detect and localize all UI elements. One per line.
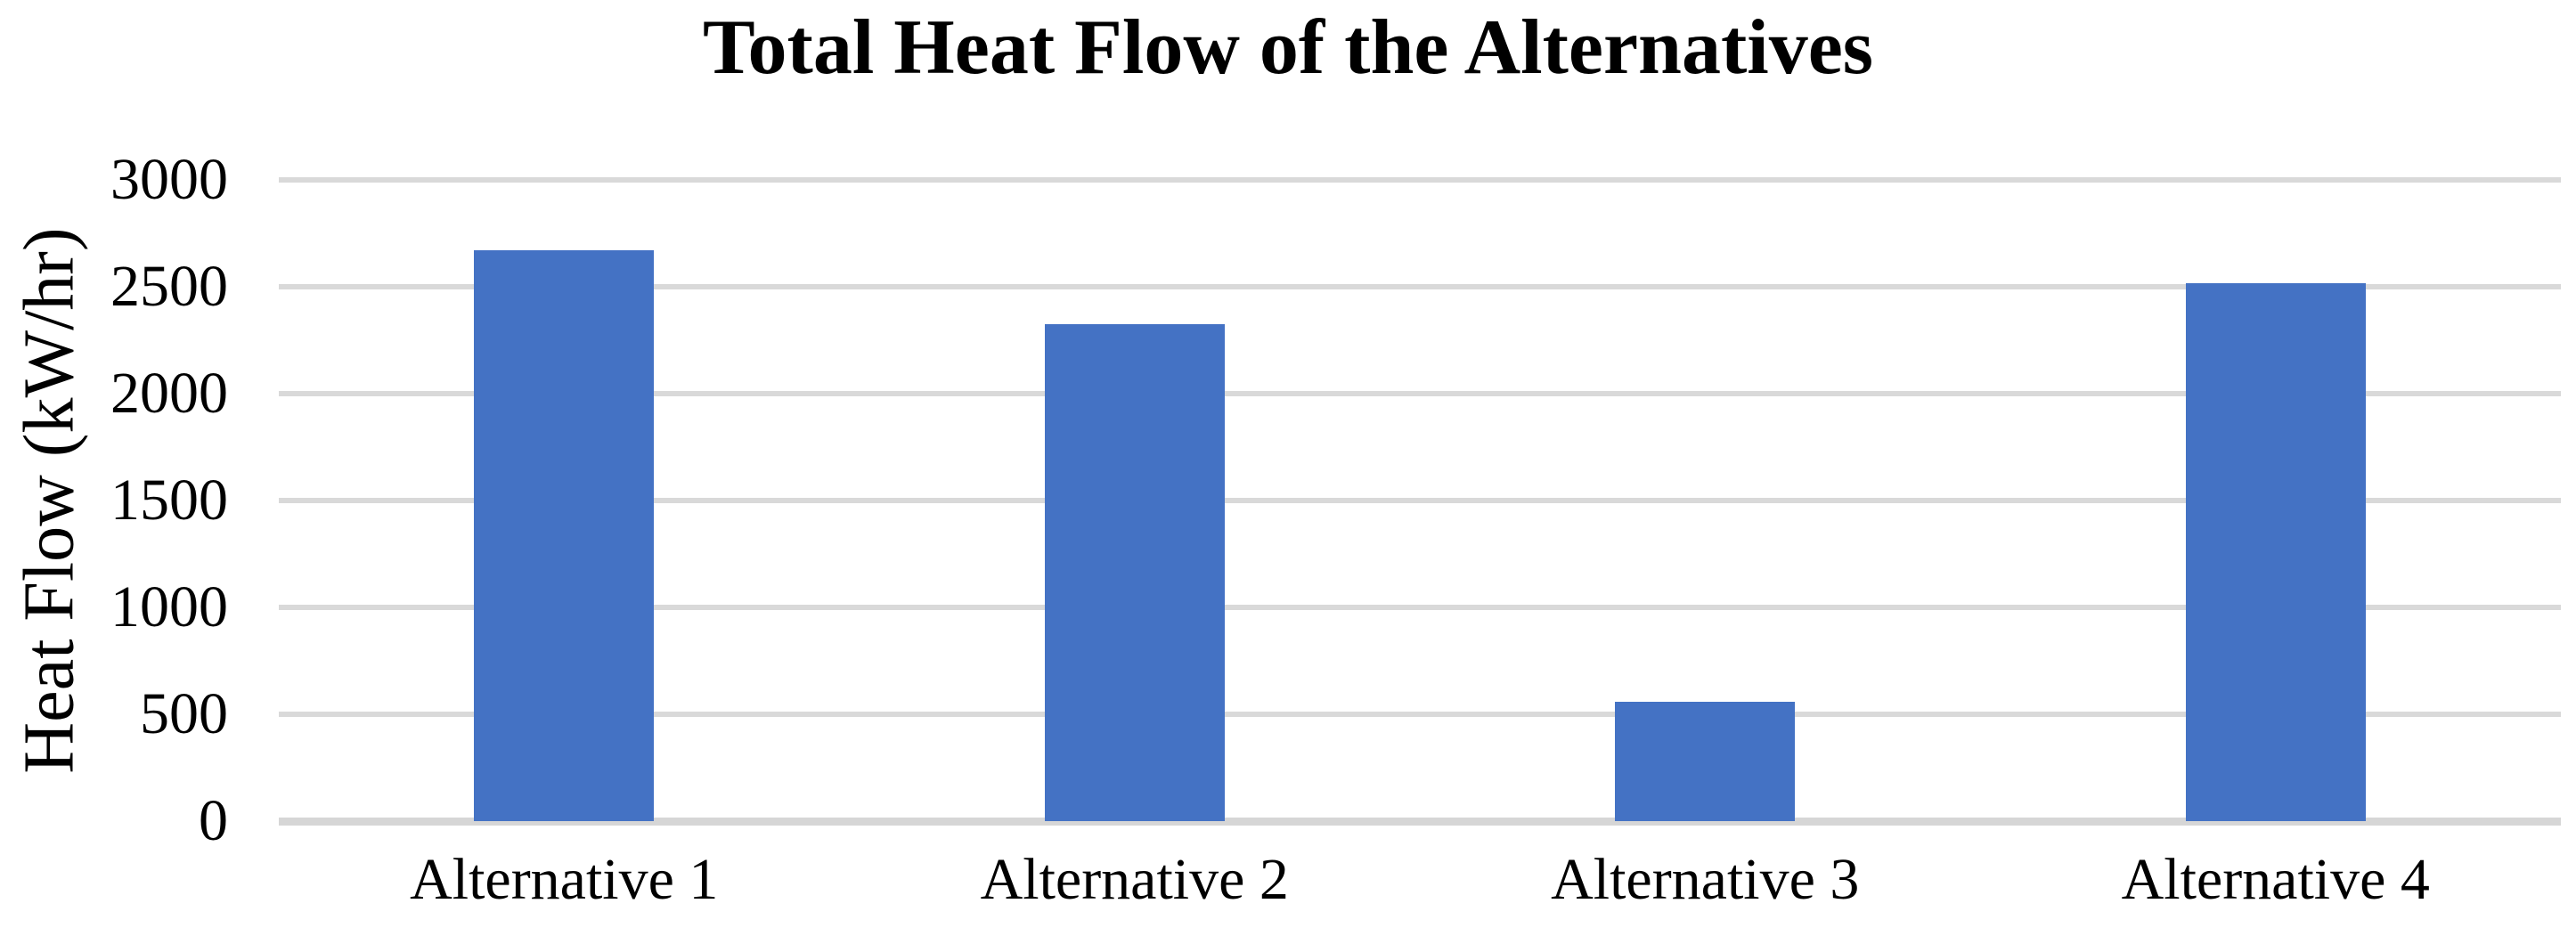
y-tick-label-3000: 3000	[110, 147, 228, 212]
bar-alternative-3	[1615, 702, 1796, 821]
bar-alternative-4	[2185, 282, 2366, 821]
y-tick-label-2500: 2500	[110, 254, 228, 319]
x-tick-label-1: Alternative 1	[410, 847, 719, 912]
plot-area	[279, 177, 2561, 826]
x-tick-label-2: Alternative 2	[980, 847, 1289, 912]
gridline-1500	[279, 498, 2561, 503]
y-tick-label-1000: 1000	[110, 574, 228, 639]
gridline-2000	[279, 391, 2561, 396]
x-tick-label-4: Alternative 4	[2121, 847, 2430, 912]
gridline-2500	[279, 284, 2561, 289]
x-tick-label-3: Alternative 3	[1551, 847, 1860, 912]
x-axis-category-labels: Alternative 1 Alternative 2 Alternative 3 A…	[279, 844, 2561, 915]
y-tick-label-0: 0	[199, 788, 228, 853]
bar-alternative-2	[1044, 324, 1225, 821]
y-tick-label-1500: 1500	[110, 468, 228, 533]
gridline-3000	[279, 177, 2561, 183]
gridline-1000	[279, 605, 2561, 610]
gridline-500	[279, 712, 2561, 717]
y-axis-tick-labels: 0 500 1000 1500 2000 2500 3000	[0, 151, 228, 851]
x-axis-line	[279, 817, 2561, 826]
y-tick-label-2000: 2000	[110, 361, 228, 426]
y-tick-label-500: 500	[140, 681, 228, 746]
chart-title: Total Heat Flow of the Alternatives	[702, 4, 1874, 91]
bar-alternative-1	[474, 250, 655, 821]
